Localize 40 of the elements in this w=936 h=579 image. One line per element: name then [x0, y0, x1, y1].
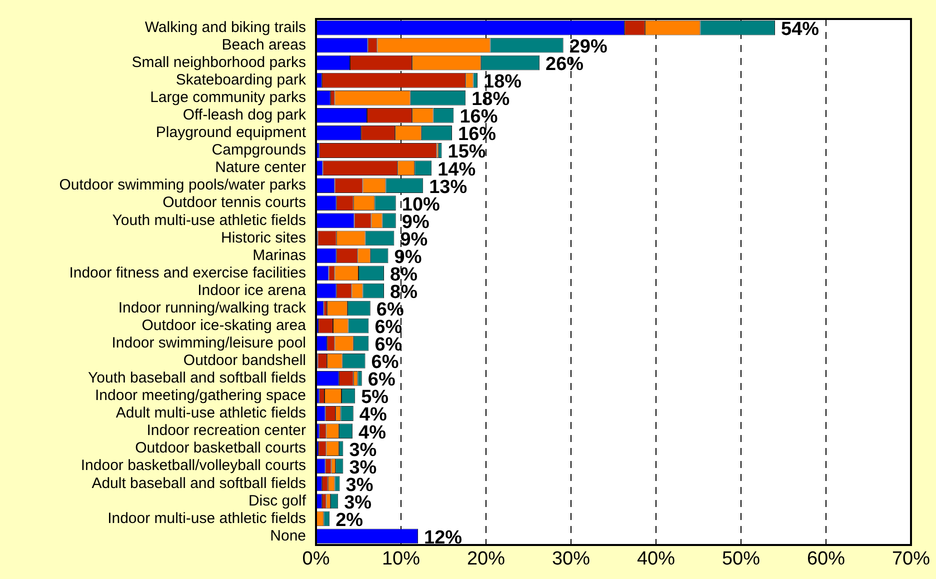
- y-tick-label: Historic sites: [220, 229, 306, 246]
- y-tick-label: Indoor basketball/volleyball courts: [80, 457, 306, 474]
- y-tick-label: Indoor swimming/leisure pool: [112, 334, 306, 352]
- y-tick-label: Campgrounds: [212, 142, 306, 159]
- y-tick-label: Indoor fitness and exercise facilities: [69, 264, 306, 282]
- y-tick-label: Large community parks: [150, 89, 306, 106]
- y-tick-label: Adult multi-use athletic fields: [116, 404, 306, 422]
- y-tick-label: Walking and biking trails: [144, 18, 306, 36]
- y-tick-label: Outdoor swimming pools/water parks: [59, 176, 306, 194]
- x-tick-label: 50%: [722, 548, 760, 570]
- y-tick-label: None: [270, 527, 306, 544]
- x-tick-label: 0%: [302, 548, 330, 570]
- y-tick-label: Outdoor bandshell: [183, 352, 306, 370]
- y-tick-label: Youth baseball and softball fields: [88, 370, 306, 387]
- total-label: 54%: [781, 19, 820, 40]
- y-tick-label: Outdoor basketball courts: [135, 440, 306, 457]
- x-tick-label: 30%: [552, 548, 590, 570]
- y-tick-label: Outdoor tennis courts: [162, 194, 306, 212]
- y-tick-label: Indoor running/walking track: [118, 299, 306, 316]
- y-tick-label: Adult baseball and softball fields: [92, 474, 306, 492]
- x-tick-label: 70%: [892, 548, 930, 570]
- y-tick-label: Indoor recreation center: [146, 422, 306, 440]
- y-tick-label: Off-leash dog park: [182, 106, 306, 124]
- y-tick-label: Playground equipment: [156, 124, 307, 142]
- x-tick-label: 60%: [806, 548, 846, 570]
- x-tick-label: 10%: [382, 548, 420, 570]
- y-tick-label: Beach areas: [222, 36, 306, 54]
- y-tick-label: Indoor multi-use athletic fields: [108, 510, 306, 527]
- x-tick-label: 20%: [466, 548, 506, 570]
- y-tick-label: Indoor ice arena: [198, 282, 307, 299]
- y-tick-label: Small neighborhood parks: [132, 54, 306, 71]
- x-tick-label: 40%: [636, 548, 676, 570]
- y-tick-label: Indoor meeting/gathering space: [95, 387, 306, 404]
- y-tick-label: Nature center: [215, 159, 306, 176]
- y-tick-label: Youth multi-use athletic fields: [112, 212, 306, 229]
- total-label: 12%: [424, 527, 462, 548]
- y-tick-label: Skateboarding park: [176, 72, 306, 89]
- y-tick-label: Disc golf: [248, 492, 307, 510]
- y-tick-label: Marinas: [252, 246, 306, 264]
- y-tick-label: Outdoor ice-skating area: [142, 316, 307, 334]
